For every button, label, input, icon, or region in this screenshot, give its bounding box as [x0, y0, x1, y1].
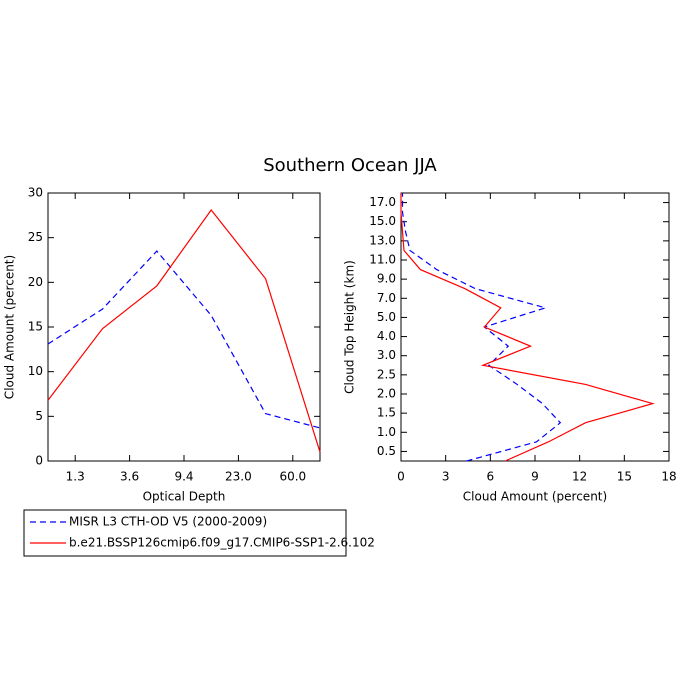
y-tick-label: 30 — [28, 186, 43, 200]
y-tick-label: 11.0 — [369, 253, 396, 267]
x-tick-label: 18 — [661, 470, 676, 484]
y-tick-label: 17.0 — [369, 195, 396, 209]
y-tick-label: 9.0 — [377, 272, 396, 286]
y-tick-label: 13.0 — [369, 233, 396, 247]
legend-label: b.e21.BSSP126cmip6.f09_g17.CMIP6-SSP1-2.… — [69, 536, 375, 550]
y-tick-label: 25 — [28, 230, 43, 244]
series-line — [47, 250, 321, 429]
x-tick-label: 9 — [531, 470, 539, 484]
y-tick-label: 0 — [35, 454, 43, 468]
legend-box — [23, 509, 347, 557]
x-tick-label: 0 — [397, 470, 405, 484]
y-tick-label: 0.5 — [377, 444, 396, 458]
x-axis-label: Optical Depth — [143, 490, 226, 504]
legend: MISR L3 CTH-OD V5 (2000-2009) b.e21.BSSP1… — [30, 515, 375, 550]
series-line — [400, 193, 655, 462]
y-tick-label: 20 — [28, 275, 43, 289]
y-tick-label: 7.0 — [377, 291, 396, 305]
y-tick-label: 2.5 — [377, 367, 396, 381]
x-tick-label: 1.3 — [66, 470, 85, 484]
x-tick-label: 12 — [572, 470, 587, 484]
x-tick-label: 15 — [617, 470, 632, 484]
y-tick-label: 15.0 — [369, 214, 396, 228]
y-tick-label: 3.0 — [377, 348, 396, 362]
y-tick-label: 5.0 — [377, 310, 396, 324]
y-tick-label: 1.0 — [377, 425, 396, 439]
x-tick-label: 3.6 — [120, 470, 139, 484]
y-axis-label: Cloud Top Height (km) — [343, 260, 357, 394]
y-axis-label: Cloud Amount (percent) — [3, 255, 17, 399]
series-line — [47, 208, 321, 453]
legend-label: MISR L3 CTH-OD V5 (2000-2009) — [69, 515, 267, 529]
y-tick-label: 2.0 — [377, 387, 396, 401]
y-tick-label: 15 — [28, 320, 43, 334]
x-axis-label: Cloud Amount (percent) — [463, 490, 607, 504]
x-tick-label: 3 — [442, 470, 450, 484]
x-tick-label: 9.4 — [174, 470, 193, 484]
y-tick-label: 5 — [35, 409, 43, 423]
x-tick-label: 60.0 — [279, 470, 306, 484]
figure-title: Southern Ocean JJA — [263, 155, 437, 176]
y-tick-label: 1.5 — [377, 406, 396, 420]
x-tick-label: 23.0 — [225, 470, 252, 484]
x-tick-label: 6 — [487, 470, 495, 484]
y-tick-label: 4.0 — [377, 329, 396, 343]
y-tick-label: 10 — [28, 364, 43, 378]
